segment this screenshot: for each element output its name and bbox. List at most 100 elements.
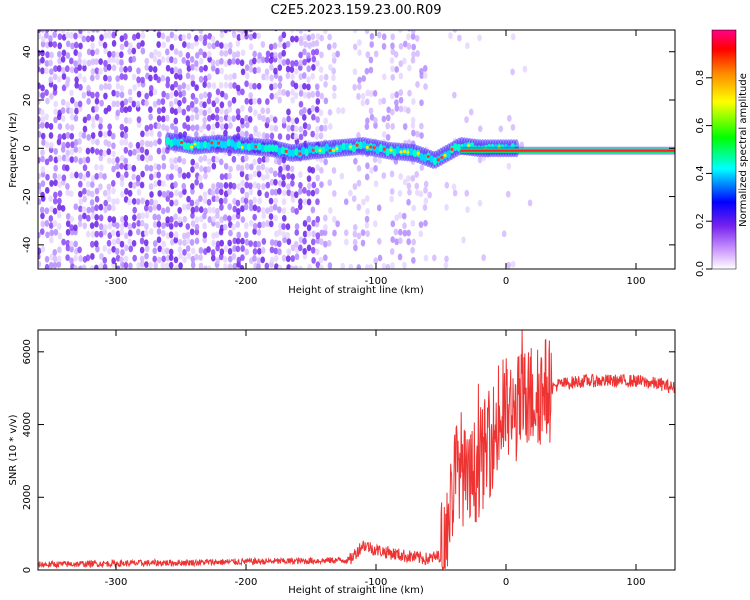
heatmap-cell bbox=[148, 74, 153, 82]
heatmap-cell bbox=[186, 32, 192, 40]
heatmap-cell bbox=[252, 32, 257, 39]
heatmap-cell bbox=[465, 206, 470, 213]
heatmap-cell bbox=[152, 240, 158, 247]
heatmap-cell bbox=[111, 157, 116, 165]
heatmap-cell bbox=[390, 123, 395, 130]
heatmap-cell bbox=[411, 43, 416, 51]
heatmap-cell bbox=[269, 92, 275, 100]
heatmap-cell bbox=[272, 42, 278, 50]
heatmap-cell bbox=[177, 156, 182, 163]
heatmap-cell bbox=[144, 140, 150, 148]
heatmap-cell bbox=[111, 89, 116, 97]
heatmap-cell bbox=[157, 245, 163, 253]
heatmap-cell bbox=[253, 109, 258, 117]
heatmap-cell bbox=[260, 56, 266, 64]
heatmap-cell bbox=[248, 92, 253, 99]
ridge-core bbox=[246, 143, 252, 152]
heatmap-cell bbox=[48, 195, 53, 203]
heatmap-cell bbox=[368, 66, 374, 74]
heatmap-cell bbox=[48, 215, 54, 222]
heatmap-cell bbox=[202, 116, 207, 124]
heatmap-cell bbox=[264, 155, 270, 163]
heatmap-cell bbox=[390, 42, 395, 50]
heatmap-cell bbox=[70, 23, 75, 30]
heatmap-cell bbox=[123, 33, 128, 40]
heatmap-cell bbox=[173, 125, 179, 133]
heatmap-cell bbox=[95, 30, 100, 33]
heatmap-cell bbox=[298, 187, 303, 195]
heatmap-cell bbox=[265, 117, 271, 124]
heatmap-cell bbox=[244, 72, 250, 80]
heatmap-cell bbox=[298, 244, 303, 252]
heatmap-cell bbox=[323, 73, 329, 81]
heatmap-cell bbox=[194, 113, 200, 121]
heatmap-cell bbox=[306, 175, 312, 183]
heatmap-cell bbox=[273, 92, 279, 100]
heatmap-cell bbox=[139, 260, 145, 268]
heatmap-cell bbox=[381, 43, 387, 50]
heatmap-cell bbox=[236, 256, 242, 264]
heatmap-cell bbox=[77, 246, 82, 254]
heatmap-cell bbox=[107, 31, 112, 39]
heatmap-cell bbox=[65, 155, 70, 163]
heatmap-cell bbox=[211, 42, 217, 50]
heatmap-cell bbox=[289, 165, 295, 173]
heatmap-cell bbox=[185, 245, 191, 252]
heatmap-cell bbox=[107, 123, 112, 131]
heatmap-cell bbox=[82, 195, 88, 203]
heatmap-cell bbox=[277, 240, 282, 248]
heatmap-cell bbox=[218, 253, 224, 261]
heatmap-cell bbox=[293, 240, 299, 248]
heatmap-cell bbox=[194, 253, 199, 261]
heatmap-cell bbox=[78, 30, 83, 35]
heatmap-cell bbox=[356, 93, 361, 100]
heatmap-cell bbox=[127, 105, 132, 113]
ridge-core bbox=[301, 146, 306, 155]
heatmap-cell bbox=[223, 197, 228, 204]
heatmap-cell bbox=[185, 231, 191, 239]
heatmap-cell bbox=[174, 189, 179, 197]
heatmap-cell bbox=[143, 239, 149, 247]
heatmap-cell bbox=[247, 106, 253, 113]
ridge-core bbox=[182, 141, 188, 150]
ridge-core bbox=[290, 149, 296, 158]
heatmap-cell bbox=[52, 255, 58, 263]
heatmap-cell bbox=[111, 238, 117, 246]
heatmap-cell bbox=[135, 228, 141, 236]
heatmap-cell bbox=[327, 262, 333, 269]
heatmap-cell bbox=[73, 49, 78, 56]
heatmap-cell bbox=[56, 211, 62, 219]
heatmap-cell bbox=[378, 98, 383, 106]
heatmap-cell bbox=[45, 173, 50, 181]
heatmap-cell bbox=[98, 214, 104, 222]
heatmap-cell bbox=[135, 32, 141, 40]
heatmap-cell bbox=[110, 180, 116, 187]
heatmap-cell bbox=[127, 47, 132, 55]
heatmap-cell bbox=[123, 196, 129, 203]
heatmap-cell bbox=[290, 173, 295, 181]
heatmap-cell bbox=[148, 164, 154, 172]
heatmap-cell bbox=[160, 74, 166, 82]
heatmap-cell bbox=[77, 100, 83, 108]
heatmap-cell bbox=[95, 138, 100, 146]
heatmap-cell bbox=[286, 264, 291, 269]
heatmap-cell bbox=[123, 132, 129, 140]
heatmap-cell bbox=[368, 264, 374, 269]
heatmap-cell bbox=[206, 81, 212, 89]
heatmap-cell bbox=[257, 247, 262, 255]
heatmap-cell bbox=[164, 125, 170, 132]
heatmap-cell bbox=[173, 117, 179, 125]
heatmap-cell bbox=[202, 81, 207, 88]
heatmap-cell bbox=[235, 221, 241, 228]
heatmap-cell bbox=[315, 174, 320, 182]
heatmap-cell bbox=[152, 100, 158, 108]
heatmap-cell bbox=[372, 156, 378, 163]
heatmap-cell bbox=[423, 197, 429, 205]
heatmap-cell bbox=[307, 108, 312, 115]
heatmap-cell bbox=[315, 237, 321, 245]
heatmap-cell bbox=[302, 220, 308, 227]
heatmap-cell bbox=[106, 63, 112, 71]
heatmap-cell bbox=[273, 67, 278, 75]
heatmap-cell bbox=[410, 116, 416, 124]
